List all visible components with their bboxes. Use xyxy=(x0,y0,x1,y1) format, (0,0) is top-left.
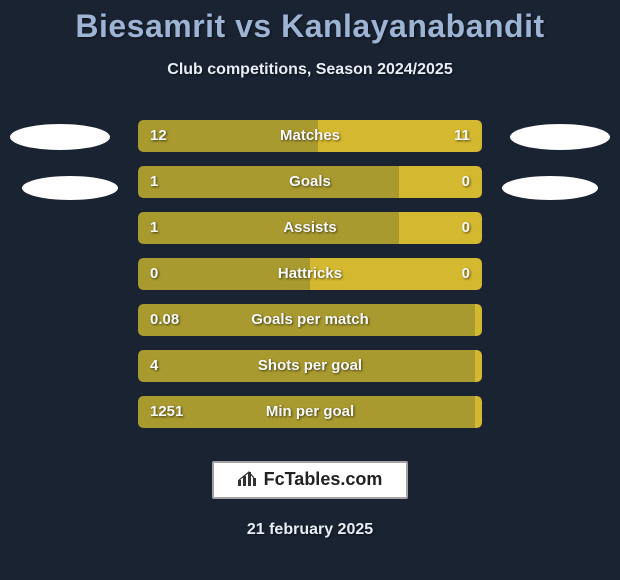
stat-bar-row: Goals10 xyxy=(138,166,482,198)
stat-bar-row: Hattricks00 xyxy=(138,258,482,290)
stat-bar-left-fill xyxy=(138,120,318,152)
footer-logo-row: FcTables.com xyxy=(0,461,620,499)
stat-bar-left-fill xyxy=(138,304,475,336)
stat-bar-right-fill xyxy=(475,350,482,382)
footer-date: 21 february 2025 xyxy=(0,521,620,539)
stat-bar-row: Shots per goal4 xyxy=(138,350,482,382)
stat-bar-row: Goals per match0.08 xyxy=(138,304,482,336)
comparison-card: Biesamrit vs Kanlayanabandit Club compet… xyxy=(0,0,620,580)
stat-bar-left-fill xyxy=(138,212,399,244)
page-title: Biesamrit vs Kanlayanabandit xyxy=(0,0,620,45)
stat-bar-right-fill xyxy=(475,396,482,428)
player-left-avatar-placeholder-1 xyxy=(10,124,110,150)
stat-bar-right-fill xyxy=(475,304,482,336)
stat-bar-row: Min per goal1251 xyxy=(138,396,482,428)
site-logo: FcTables.com xyxy=(212,461,409,499)
stat-bar-right-fill xyxy=(399,166,482,198)
stat-bar-left-fill xyxy=(138,166,399,198)
site-logo-text: FcTables.com xyxy=(264,469,383,489)
stat-bar-row: Matches1211 xyxy=(138,120,482,152)
stat-bar-right-fill xyxy=(399,212,482,244)
player-right-avatar-placeholder-2 xyxy=(502,176,598,200)
player-left-avatar-placeholder-2 xyxy=(22,176,118,200)
player-right-avatar-placeholder-1 xyxy=(510,124,610,150)
stat-bar-left-fill xyxy=(138,258,310,290)
page-subtitle: Club competitions, Season 2024/2025 xyxy=(0,61,620,79)
stat-bars-container: Matches1211 Goals10 Assists10 Hattricks00 Go… xyxy=(138,120,482,442)
stat-bar-right-fill xyxy=(318,120,482,152)
stat-bar-left-fill xyxy=(138,350,475,382)
stat-bar-left-fill xyxy=(138,396,475,428)
stat-bar-row: Assists10 xyxy=(138,212,482,244)
bar-chart-icon xyxy=(238,470,258,491)
stat-bar-right-fill xyxy=(310,258,482,290)
